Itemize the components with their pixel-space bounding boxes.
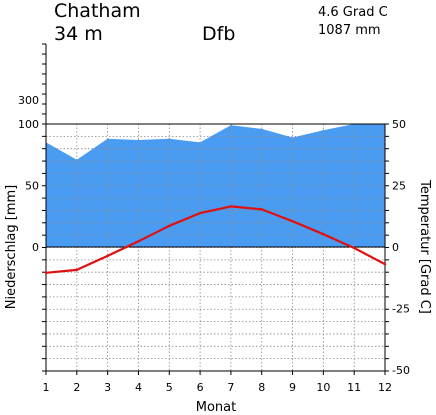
precipitation-point bbox=[137, 139, 140, 141]
elevation: 34 m bbox=[54, 23, 103, 45]
mean-temperature: 4.6 Grad C bbox=[318, 5, 388, 20]
left-tick-label: 50 bbox=[25, 180, 39, 193]
station-name: Chatham bbox=[54, 0, 141, 22]
temperature-line bbox=[45, 205, 386, 274]
x-tick-label: 9 bbox=[289, 381, 296, 394]
temperature-point bbox=[75, 268, 79, 272]
x-tick-label: 4 bbox=[135, 381, 142, 394]
left-tick-label: 300 bbox=[18, 94, 39, 107]
annual-precipitation: 1087 mm bbox=[318, 23, 381, 38]
x-tick-label: 2 bbox=[73, 381, 80, 394]
precipitation-area-layer bbox=[45, 123, 386, 247]
temperature-point bbox=[260, 208, 263, 211]
x-tick-label: 5 bbox=[166, 381, 173, 394]
x-tick-label: 6 bbox=[197, 381, 204, 394]
x-tick-label: 11 bbox=[347, 381, 361, 394]
temperature-point bbox=[322, 233, 325, 236]
right-tick-label: -50 bbox=[392, 364, 410, 377]
x-tick-label: 12 bbox=[378, 381, 392, 394]
temperature-point bbox=[106, 254, 109, 258]
temperature-point bbox=[168, 224, 171, 228]
x-tick-label: 7 bbox=[227, 381, 234, 394]
temperature-point bbox=[383, 263, 387, 266]
temperature-point bbox=[291, 219, 294, 223]
precipitation-point bbox=[322, 129, 324, 131]
temperature-point bbox=[229, 205, 233, 208]
left-tick-label: 100 bbox=[18, 118, 39, 131]
right-tick-label: 50 bbox=[392, 118, 406, 131]
right-axis-title: Temperatur [Grad C] bbox=[417, 179, 432, 314]
temperature-point bbox=[44, 271, 48, 275]
left-axis-title: Niederschlag [mm] bbox=[4, 185, 19, 310]
temperature-point bbox=[352, 246, 356, 250]
x-tick-label: 8 bbox=[258, 381, 265, 394]
x-tick-label: 3 bbox=[104, 381, 111, 394]
right-tick-label: -25 bbox=[392, 303, 410, 316]
temperature-line-layer bbox=[44, 205, 387, 275]
temperature-point bbox=[198, 211, 202, 215]
x-tick-label: 10 bbox=[316, 381, 330, 394]
right-tick-label: 0 bbox=[392, 241, 399, 254]
precipitation-point bbox=[291, 136, 294, 139]
right-tick-label: 25 bbox=[392, 180, 406, 193]
temperature-point bbox=[137, 240, 140, 243]
x-axis-title: Monat bbox=[196, 400, 236, 415]
axes-layer bbox=[42, 43, 389, 375]
x-tick-label: 1 bbox=[43, 381, 50, 394]
left-tick-label: 0 bbox=[32, 241, 39, 254]
climate-class: Dfb bbox=[202, 23, 235, 45]
